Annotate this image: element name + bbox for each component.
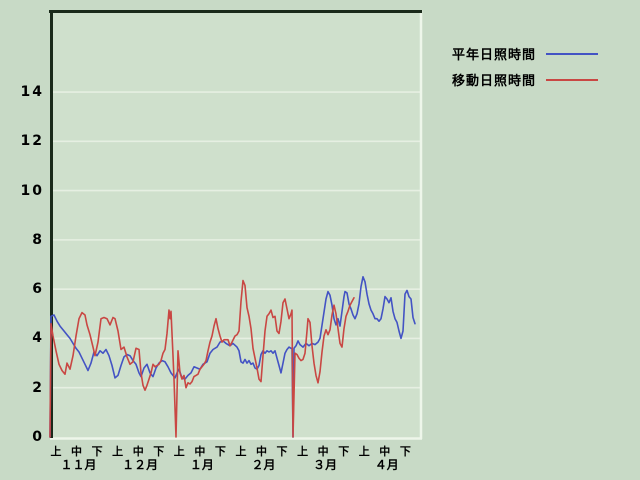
x-tick-label-13: 中	[317, 445, 329, 458]
x-tick-label-16: 中	[379, 445, 391, 458]
y-tick-label-8: 8	[32, 231, 44, 248]
plot-background	[50, 10, 422, 439]
series-line-normal-sunshine	[49, 275, 416, 438]
month-label-5: ４月	[374, 458, 399, 472]
x-tick-label-12: 上	[297, 445, 309, 458]
month-label-0: １１月	[60, 458, 97, 472]
y-tick-label-10: 10	[20, 182, 44, 199]
y-tick-label-6: 6	[32, 281, 44, 298]
x-tick-label-6: 上	[173, 445, 185, 458]
x-tick-label-4: 中	[132, 445, 144, 458]
x-tick-label-0: 上	[50, 445, 62, 458]
month-label-1: １２月	[122, 458, 159, 472]
legend-label-moving-sunshine: 移動日照時間	[452, 74, 537, 89]
x-tick-label-3: 上	[112, 445, 124, 458]
month-label-3: ２月	[251, 458, 276, 472]
x-tick-label-7: 中	[194, 445, 206, 458]
y-tick-label-2: 2	[32, 379, 44, 396]
x-tick-label-2: 下	[91, 445, 103, 458]
x-tick-label-5: 下	[153, 445, 165, 458]
month-label-2: １月	[189, 458, 214, 472]
legend-item-moving-sunshine: 移動日照時間	[452, 70, 599, 89]
y-tick-label-4: 4	[32, 330, 44, 347]
legend-item-normal-sunshine: 平年日照時間	[452, 44, 599, 63]
x-tick-label-9: 上	[235, 445, 247, 458]
x-tick-label-8: 下	[214, 445, 226, 458]
x-tick-label-15: 上	[358, 445, 370, 458]
y-tick-label-14: 14	[20, 84, 44, 101]
x-tick-label-10: 中	[256, 445, 267, 458]
legend-line-swatch-red	[546, 78, 599, 81]
y-tick-label-12: 12	[20, 133, 44, 150]
legend-line-swatch-blue	[546, 52, 599, 55]
x-tick-label-17: 下	[399, 445, 411, 458]
month-label-4: ３月	[313, 458, 338, 472]
x-tick-label-11: 下	[276, 445, 288, 458]
x-tick-label-1: 中	[71, 445, 83, 458]
x-tick-label-14: 下	[338, 445, 350, 458]
y-tick-label-0: 0	[32, 429, 44, 445]
legend: 平年日照時間 移動日照時間	[452, 44, 599, 89]
legend-label-normal-sunshine: 平年日照時間	[452, 48, 537, 63]
series-line-moving-sunshine	[49, 279, 355, 438]
